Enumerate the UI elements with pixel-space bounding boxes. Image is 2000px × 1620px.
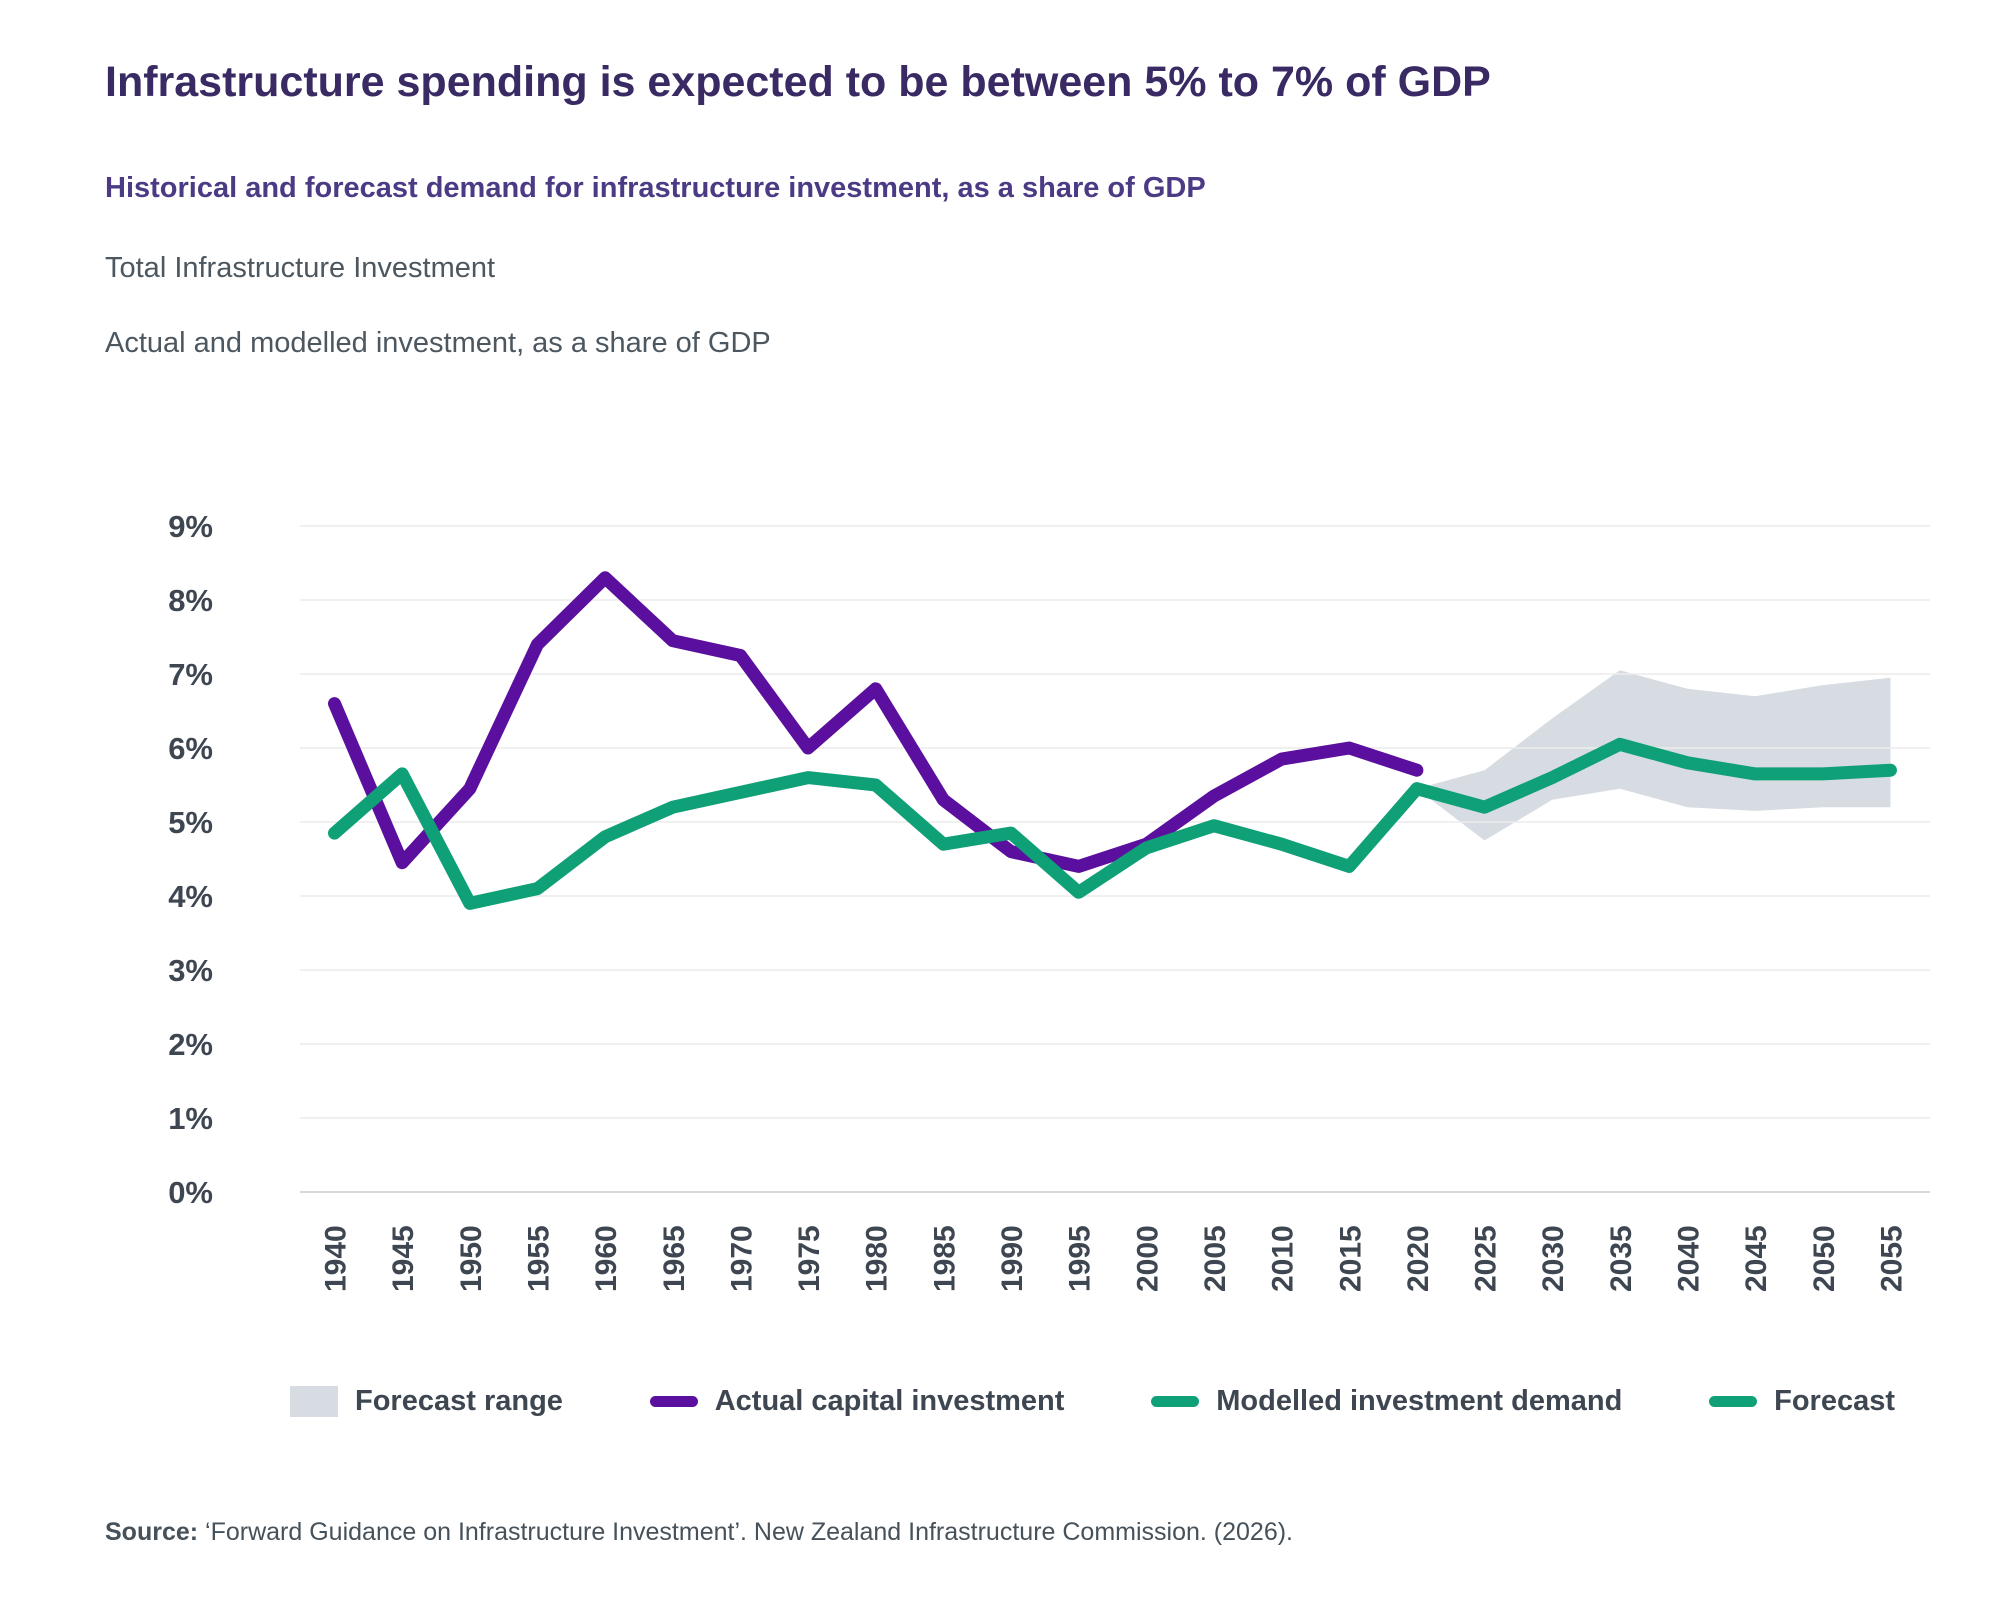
y-tick-label-1%: 1%: [168, 1101, 213, 1136]
y-tick-label-4%: 4%: [168, 879, 213, 914]
legend-label: Modelled investment demand: [1216, 1384, 1623, 1417]
legend-item-forecast-range: Forecast range: [290, 1385, 563, 1418]
x-tick-label-1985: 1985: [928, 1225, 961, 1292]
y-tick-label-9%: 9%: [168, 509, 213, 544]
series-line-actual-capital-investment: [328, 571, 1424, 873]
page-subtitle: Historical and forecast demand for infra…: [105, 172, 1206, 204]
actual-line-swatch-icon: [649, 1395, 698, 1407]
x-tick-label-2000: 2000: [1131, 1225, 1164, 1292]
forecast-range-swatch-icon: [290, 1385, 338, 1417]
x-tick-label-2050: 2050: [1808, 1225, 1841, 1292]
x-tick-label-1955: 1955: [522, 1225, 555, 1292]
chart-series-title: Total Infrastructure Investment: [105, 252, 496, 284]
source-text: ‘Forward Guidance on Infrastructure Inve…: [198, 1518, 1293, 1546]
legend-label: Actual capital investment: [714, 1384, 1065, 1417]
y-tick-label-7%: 7%: [168, 657, 213, 692]
y-tick-label-3%: 3%: [168, 953, 213, 988]
legend-item-modelled-investment-demand: Modelled investment demand: [1151, 1385, 1622, 1418]
x-tick-label-2005: 2005: [1199, 1225, 1232, 1292]
y-tick-label-0%: 0%: [168, 1175, 213, 1210]
legend-item-forecast: Forecast: [1709, 1385, 1895, 1418]
legend-item-actual-capital-investment: Actual capital investment: [649, 1384, 1065, 1418]
x-tick-label-1965: 1965: [658, 1225, 691, 1292]
x-tick-label-1990: 1990: [996, 1225, 1029, 1292]
x-tick-label-2025: 2025: [1470, 1225, 1503, 1292]
x-tick-label-1995: 1995: [1064, 1225, 1097, 1292]
page-title: Infrastructure spending is expected to b…: [105, 58, 1491, 106]
chart-canvas: 0% 1% 2% 3% 4% 5% 6% 7% 8% 9% 1940 1945 1950 1955 1960…: [168, 509, 1930, 1292]
x-tick-label-2040: 2040: [1673, 1225, 1706, 1292]
x-tick-label-2035: 2035: [1605, 1225, 1638, 1292]
x-tick-label-1980: 1980: [861, 1225, 894, 1292]
x-tick-label-1945: 1945: [387, 1225, 420, 1292]
x-tick-label-1960: 1960: [590, 1225, 623, 1292]
y-tick-label-2%: 2%: [168, 1027, 213, 1062]
x-tick-label-1940: 1940: [320, 1225, 353, 1292]
y-tick-label-8%: 8%: [168, 583, 213, 618]
x-tick-label-2045: 2045: [1740, 1225, 1773, 1292]
forecast-line-swatch-icon: [1709, 1395, 1758, 1407]
x-tick-label-1970: 1970: [725, 1225, 758, 1292]
source-label: Source:: [105, 1518, 199, 1546]
x-tick-label-2030: 2030: [1537, 1225, 1570, 1292]
y-tick-label-6%: 6%: [168, 731, 213, 766]
x-tick-label-1950: 1950: [455, 1225, 488, 1292]
chart-legend: Forecast range Actual capital investment…: [290, 1381, 1895, 1421]
chart-series-subtitle: Actual and modelled investment, as a sha…: [105, 327, 771, 359]
x-tick-label-2020: 2020: [1402, 1225, 1435, 1292]
x-tick-label-2010: 2010: [1267, 1225, 1300, 1292]
x-tick-label-1975: 1975: [793, 1225, 826, 1292]
x-tick-label-2055: 2055: [1875, 1225, 1908, 1292]
source-note: Source: ‘Forward Guidance on Infrastruct…: [105, 1518, 1855, 1547]
modelled-line-swatch-icon: [1151, 1395, 1200, 1407]
chart-area: 0% 1% 2% 3% 4% 5% 6% 7% 8% 9% 1940 1945 1950 1955 1960…: [100, 490, 1950, 1330]
series-line-modelled-investment-demand: [328, 767, 1424, 910]
x-tick-label-2015: 2015: [1334, 1225, 1367, 1292]
series-line-forecast: [1410, 737, 1897, 814]
legend-label: Forecast range: [355, 1384, 563, 1417]
y-tick-label-5%: 5%: [168, 805, 213, 840]
legend-label: Forecast: [1774, 1384, 1895, 1417]
